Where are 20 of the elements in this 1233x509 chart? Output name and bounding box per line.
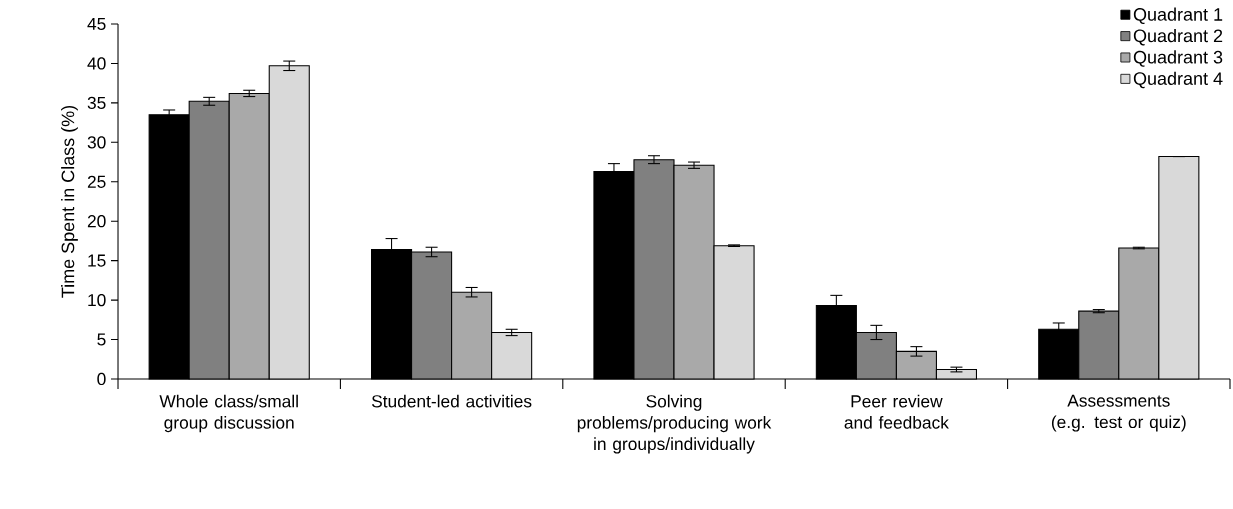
legend-label: Quadrant 1	[1133, 7, 1223, 25]
y-tick-label: 5	[97, 333, 106, 346]
y-axis-title: Time Spent in Class (%)	[61, 105, 78, 298]
y-tick-label: 25	[87, 175, 106, 188]
x-tick-label: Whole class/small group discussion	[159, 394, 298, 433]
y-tick-label: 40	[87, 57, 106, 70]
x-tick-label: Solving problems/producing work in groups/individually	[577, 394, 772, 454]
y-tick-label: 20	[87, 215, 106, 228]
legend-label: Quadrant 2	[1133, 28, 1223, 46]
x-tick-label: Assessments (e.g. test or quiz)	[1051, 394, 1186, 432]
x-tick-label: Peer review and feedback	[844, 394, 949, 429]
legend-label: Quadrant 3	[1133, 50, 1223, 67]
x-tick-label: Student-led activities	[371, 394, 532, 408]
y-tick-label: 15	[88, 254, 106, 267]
legend-label: Quadrant 4	[1133, 71, 1223, 89]
y-tick-label: 0	[97, 372, 106, 386]
y-tick-label: 45	[87, 17, 106, 31]
y-tick-label: 30	[87, 136, 106, 149]
y-tick-label: 10	[88, 293, 106, 307]
y-tick-label: 35	[87, 96, 106, 110]
